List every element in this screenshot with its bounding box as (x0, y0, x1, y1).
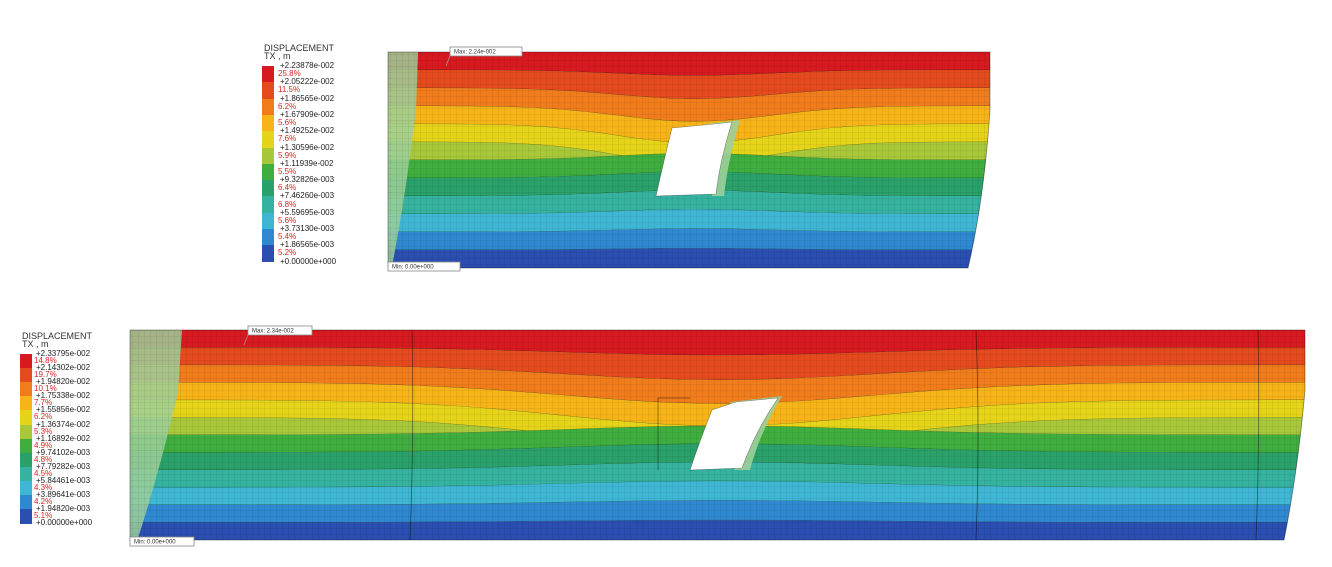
legend-color-swatch (20, 480, 32, 496)
legend-color-swatch (262, 114, 274, 132)
model-outline (387, 51, 991, 269)
legend-color-swatch (262, 147, 274, 165)
legend-value: +2.33795e-002 (36, 349, 91, 358)
legend-color-swatch (20, 382, 32, 397)
top-legend-title: DISPLACEMENT (264, 43, 335, 53)
opening-hole (689, 397, 779, 471)
legend-color-swatch (262, 163, 274, 181)
legend-value: +2.05222e-002 (280, 77, 335, 87)
legend-percent: 5.9% (278, 150, 297, 160)
legend-percent: 5.6% (278, 215, 297, 225)
legend-value: +1.49252e-002 (280, 126, 335, 136)
top-legend-subtitle: TX , m (264, 51, 291, 61)
legend-value: +5.59695e-003 (280, 207, 335, 217)
legend-color-swatch (20, 452, 32, 468)
legend-value: +9.32826e-003 (280, 175, 335, 185)
contour-bands (130, 330, 1305, 540)
legend-value: +1.94820e-003 (36, 504, 91, 514)
legend-value: +1.75338e-002 (36, 391, 91, 401)
legend-value: +7.46260e-003 (280, 191, 335, 201)
top-contour-plot: Max: 2.24e-002 Min: 0.00e+000 (387, 46, 991, 272)
max-label: Max: 2.24e-002 (454, 50, 496, 56)
legend-value: +0.00000e+000 (280, 256, 337, 266)
legend-color-swatch (20, 466, 32, 482)
legend-value: +7.79282e-003 (36, 461, 91, 471)
legend-value: +1.30596e-002 (280, 142, 335, 152)
model-outline (129, 329, 1306, 541)
legend-percent: 5.4% (278, 232, 297, 242)
legend-percent: 6.2% (34, 412, 53, 422)
max-label-box: Max: 2.24e-002 (449, 46, 523, 57)
legend-percent: 4.8% (34, 454, 53, 464)
legend-color-swatch (262, 82, 274, 100)
legend-percent: 4.5% (34, 468, 53, 478)
legend-value: +1.67909e-002 (280, 109, 335, 119)
legend-percent: 10.1% (34, 384, 57, 394)
legend-color-swatch (20, 438, 32, 454)
legend-percent: 14.8% (34, 356, 57, 366)
legend-percent: 4.2% (34, 497, 53, 507)
legend-color-swatch (262, 212, 274, 230)
legend-color-swatch (262, 98, 274, 116)
legend-value: +3.73130e-003 (280, 224, 335, 233)
opening-hole (655, 121, 733, 197)
legend-percent: 5.2% (278, 248, 297, 258)
legend-percent: 4.3% (34, 482, 53, 492)
legend-percent: 4.9% (34, 440, 53, 450)
legend-value: +1.94820e-002 (36, 377, 91, 387)
min-label: Min: 0.00e+000 (134, 540, 176, 546)
legend-percent: 19.7% (34, 370, 57, 380)
section-line (975, 330, 979, 540)
legend-color-swatch (20, 354, 32, 369)
legend-color-swatch (262, 229, 274, 246)
legend-color-swatch (20, 368, 32, 383)
section-line (1255, 330, 1260, 540)
bottom-legend-title: DISPLACEMENT (22, 331, 93, 341)
legend-color-swatch (262, 131, 274, 148)
section-line (409, 330, 414, 540)
legend-color-swatch (20, 509, 32, 524)
legend-percent: 5.6% (278, 118, 297, 128)
legend-percent: 5.3% (34, 426, 53, 436)
min-label: Min: 0.00e+000 (392, 265, 434, 271)
legend-percent: 6.4% (278, 183, 297, 193)
legend-value: +9.74102e-003 (36, 447, 91, 457)
legend-value: +3.89641e-003 (36, 490, 91, 499)
legend-color-swatch (262, 180, 274, 197)
max-label-box: Max: 2.34e-002 (247, 325, 313, 336)
legend-value: +0.00000e+000 (36, 518, 93, 528)
legend-value: +1.86565e-003 (280, 240, 335, 250)
bottom-legend-subtitle: TX , m (22, 339, 49, 349)
legend-color-swatch (20, 495, 32, 510)
legend-value: +1.16892e-002 (36, 433, 91, 443)
legend-percent: 6.2% (278, 101, 297, 111)
legend-percent: 7.7% (34, 398, 53, 408)
legend-value: +1.86565e-002 (280, 93, 335, 103)
legend-color-swatch (262, 66, 274, 83)
legend-value: +1.11939e-002 (280, 158, 334, 168)
legend-percent: 7.6% (278, 134, 297, 144)
legend-color-swatch (20, 410, 32, 425)
legend-value: +5.84461e-003 (36, 475, 91, 485)
legend-value: +1.55856e-002 (36, 405, 91, 415)
legend-value: +2.14302e-002 (36, 363, 91, 373)
legend-color-swatch (20, 424, 32, 440)
legend-color-swatch (262, 196, 274, 214)
legend-percent: 5.1% (34, 511, 53, 521)
legend-percent: 5.5% (278, 166, 297, 176)
legend-percent: 25.8% (278, 69, 301, 79)
min-label-box: Min: 0.00e+000 (387, 261, 461, 272)
legend-value: +2.23878e-002 (280, 61, 335, 70)
max-label: Max: 2.34e-002 (252, 329, 294, 335)
min-label-box: Min: 0.00e+000 (129, 536, 195, 547)
legend-value: +1.36374e-002 (36, 419, 91, 429)
legend-color-swatch (262, 245, 274, 263)
legend-color-swatch (20, 396, 32, 411)
legend-percent: 6.8% (278, 199, 297, 209)
legend-percent: 11.5% (278, 85, 301, 95)
